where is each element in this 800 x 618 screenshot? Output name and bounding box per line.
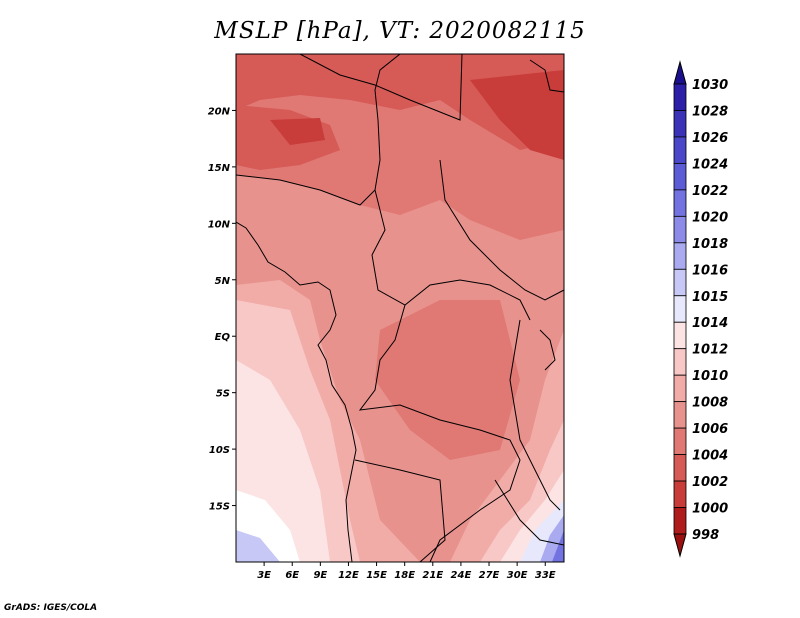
lat-tick-label: 15N — [208, 163, 231, 174]
colorbar-label: 1012 — [692, 343, 728, 358]
atlantic-coastline — [236, 221, 357, 562]
colorbar-label: 1000 — [692, 502, 728, 517]
longitude-axis: 3E 6E 9E 12E 15E 18E 21E 24E 27E 30E 33E — [257, 562, 556, 581]
lat-tick-label: 20N — [208, 106, 231, 117]
colorbar-swatch — [673, 374, 687, 403]
colorbar-label: 1002 — [692, 475, 728, 490]
lon-tick-label: 27E — [479, 570, 500, 581]
lon-tick-label: 12E — [338, 570, 359, 581]
lon-tick-label: 6E — [285, 570, 299, 581]
colorbar-label: 1018 — [692, 237, 728, 252]
colorbar-swatch — [673, 163, 687, 191]
border-sw — [354, 459, 446, 562]
lat-tick-label: 5N — [215, 276, 231, 287]
colorbar-swatch — [673, 268, 687, 297]
field-1020-se — [552, 530, 564, 562]
colorbar-bottom-arrow — [673, 533, 687, 558]
colorbar-label: 1030 — [692, 78, 728, 93]
colorbar-label: 1015 — [692, 290, 728, 305]
lon-tick-label: 33E — [535, 570, 556, 581]
colorbar-swatch — [673, 136, 687, 164]
field-1006-central — [375, 300, 520, 460]
colorbar-label: 1022 — [692, 184, 728, 199]
lon-tick-label: 3E — [257, 570, 271, 581]
colorbar-label: 1020 — [692, 210, 728, 225]
colorbar-label: 1016 — [692, 263, 728, 278]
border-north-1 — [236, 54, 401, 206]
colorbar-top-arrow — [673, 60, 687, 85]
lat-tick-label: 10S — [209, 445, 230, 456]
colorbar-swatch — [673, 321, 687, 350]
lat-tick-label: EQ — [215, 332, 231, 343]
colorbar-label: 1006 — [692, 422, 728, 437]
colorbar-swatch — [673, 480, 687, 508]
colorbar-swatch — [673, 83, 687, 111]
field-1002-ne — [470, 70, 564, 160]
political-borders — [236, 54, 564, 562]
latitude-axis: 20N 15N 10N 5N EQ 5S 10S 15S — [208, 106, 236, 513]
colorbar-swatch — [673, 110, 687, 138]
colorbar-label: 1008 — [692, 396, 728, 411]
rift-lakes — [509, 319, 561, 511]
colorbar-swatch — [673, 295, 687, 323]
colorbar-swatch — [673, 401, 687, 429]
lat-tick-label: 5S — [216, 389, 230, 400]
colorbar-swatch — [673, 242, 687, 270]
field-1002-nw — [270, 118, 325, 145]
red-sea-coast — [529, 59, 564, 93]
colorbar-label: 998 — [692, 528, 719, 543]
map-frame — [235, 53, 565, 563]
chart-title: MSLP [hPa], VT: 2020082115 — [214, 18, 586, 44]
footer-credit: GrADS: IGES/COLA — [4, 603, 98, 613]
border-east — [439, 159, 564, 301]
lon-tick-label: 30E — [507, 570, 528, 581]
border-north-2 — [299, 54, 463, 121]
lon-tick-label: 15E — [366, 570, 387, 581]
colorbar-swatch — [673, 454, 687, 482]
colorbar-label: 1026 — [692, 131, 728, 146]
field-1016-sw — [236, 530, 280, 562]
lon-tick-label: 21E — [422, 570, 443, 581]
border-central — [371, 189, 531, 321]
colorbar-swatch — [673, 427, 687, 455]
colorbar-label: 1004 — [692, 449, 728, 464]
colorbar-swatch — [673, 215, 687, 244]
field-1004-north — [236, 54, 564, 150]
colorbar-label: 1014 — [692, 316, 728, 331]
colorbar-label: 1028 — [692, 104, 728, 119]
colorbar-swatch — [673, 189, 687, 217]
lat-tick-label: 10N — [208, 219, 231, 230]
colorbar-swatch — [673, 348, 687, 376]
lon-tick-label: 24E — [451, 570, 472, 581]
pressure-field — [236, 54, 564, 562]
border-se — [494, 479, 564, 546]
border-south — [358, 304, 521, 562]
lon-tick-label: 9E — [313, 570, 327, 581]
colorbar: 1030 1028 1026 1024 1022 1020 1018 1016 1015 1014… — [673, 60, 728, 558]
lat-tick-label: 15S — [209, 502, 230, 513]
lon-tick-label: 18E — [394, 570, 415, 581]
lake-victoria — [539, 329, 556, 371]
colorbar-swatch — [673, 507, 687, 535]
colorbar-label: 1010 — [692, 369, 728, 384]
colorbar-label: 1024 — [692, 157, 728, 172]
